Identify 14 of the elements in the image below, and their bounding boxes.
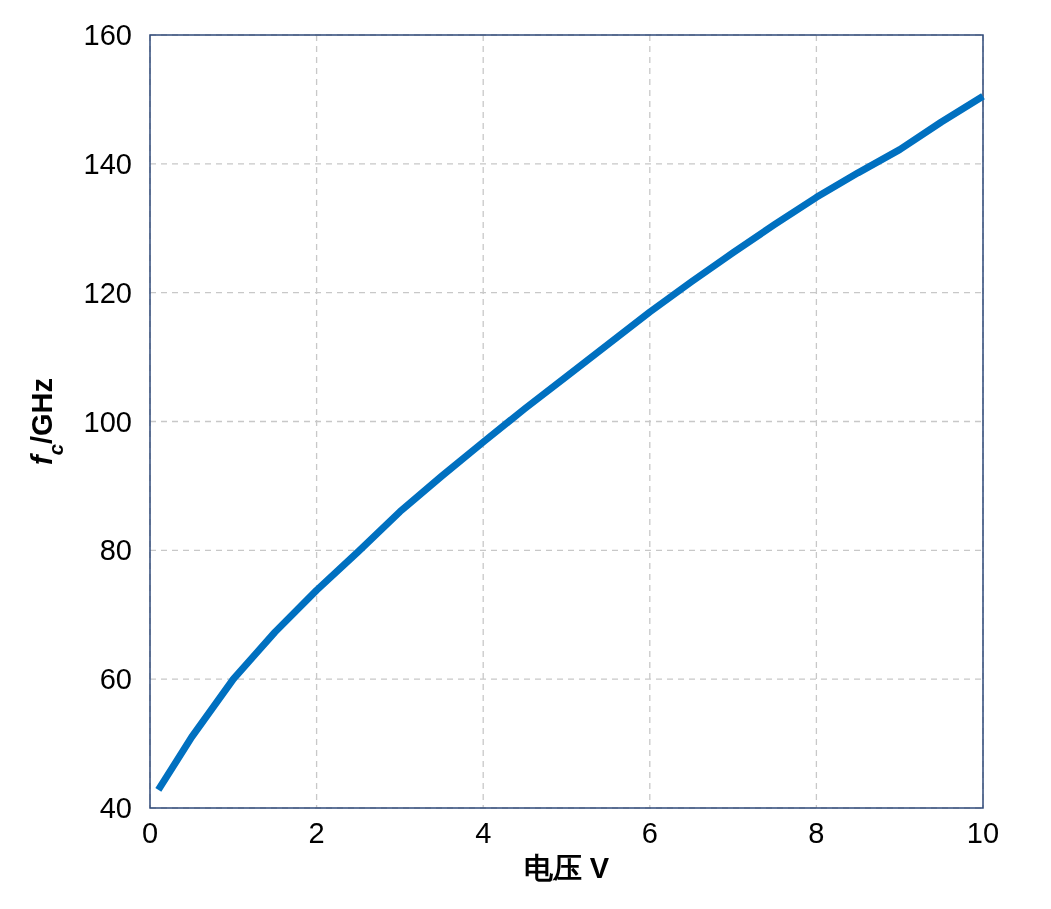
y-tick-label: 100 (83, 405, 132, 438)
x-tick-label: 4 (475, 817, 492, 849)
x-tick-label: 6 (641, 817, 658, 849)
y-tick-label: 60 (99, 663, 132, 696)
y-tick-label: 40 (99, 792, 132, 824)
y-tick-label: 160 (83, 19, 132, 51)
y-tick-label: 120 (83, 276, 132, 309)
x-tick-label: 0 (141, 817, 159, 849)
x-tick-label: 2 (308, 817, 325, 849)
y-tick-label: 140 (83, 147, 132, 180)
x-tick-label: 10 (966, 817, 1000, 849)
x-axis-title: 电压 V (523, 852, 610, 884)
x-tick-label: 8 (808, 817, 825, 849)
y-tick-label: 80 (99, 534, 132, 567)
